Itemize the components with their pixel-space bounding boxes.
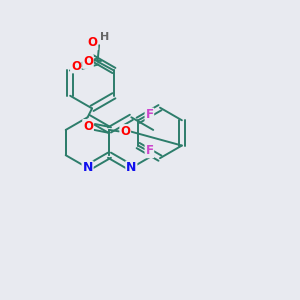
Text: O: O [71,59,81,73]
Text: H: H [100,32,109,42]
Text: N: N [82,161,93,174]
Text: F: F [146,144,153,158]
Text: O: O [83,55,93,68]
Text: N: N [126,161,136,174]
Text: O: O [88,36,98,50]
Text: O: O [83,120,93,133]
Text: O: O [120,125,130,138]
Text: F: F [146,108,153,122]
